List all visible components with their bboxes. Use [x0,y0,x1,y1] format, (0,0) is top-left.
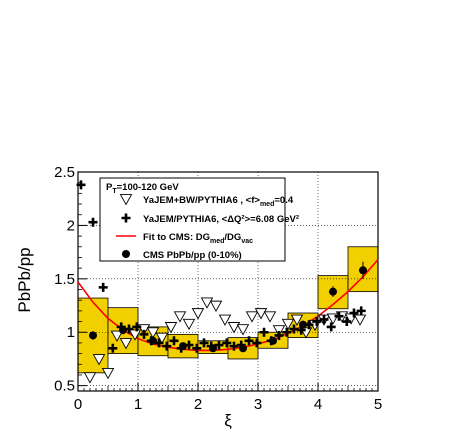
yajem-pythia-point [326,322,336,332]
cms-point [329,287,337,296]
x-tick-label: 4 [314,396,322,413]
legend-marker-plus [121,213,131,223]
y-tick-label: 1 [67,324,75,341]
x-tick-label: 0 [74,396,82,413]
yajem-bw-point [227,322,241,334]
yajem-bw-point [110,330,124,342]
legend: PT=100-120 GeV YaJEM+BW/PYTHIA6 , <f>med… [99,177,299,262]
yajem-pythia-point [192,343,202,353]
yajem-pythia-point [282,327,292,337]
yajem-pythia-point [252,338,262,348]
cms-point [89,331,97,340]
cms-point [269,336,277,345]
y-axis-label: PbPb/pp [15,247,34,312]
yajem-bw-point [263,311,277,323]
yajem-bw-point [191,308,205,320]
yajem-pythia-point [214,340,224,350]
legend-box [99,177,286,262]
yajem-bw-point [83,372,97,384]
yajem-bw-point [155,332,169,345]
x-tick-label: 1 [134,396,142,413]
cms-point [239,344,247,353]
yajem-pythia-point [162,341,172,351]
yajem-bw-point [119,338,133,350]
yajem-bw-point [236,324,250,336]
yajem-pythia-point [244,336,254,346]
yajem-bw-point [218,314,232,326]
legend-label: CMS PbPb/pp (0-10%) [143,250,242,261]
x-tick-label: 5 [374,396,382,413]
yajem-pythia-point [139,329,149,339]
data-points [76,180,367,384]
yajem-pythia-point [349,308,359,318]
yajem-pythia-point [108,343,118,353]
cms-point [359,266,367,275]
yajem-pythia-point [356,306,366,316]
x-tick-label: 2 [194,396,202,413]
y-tick-label: 2 [67,217,75,234]
x-tick-label: 3 [254,396,262,413]
cms-point [299,320,307,329]
yajem-bw-point [128,329,142,341]
legend-header: PT=100-120 GeV [106,182,179,195]
yajem-pythia-point [312,317,322,327]
yajem-pythia-point [342,317,352,327]
yajem-pythia-point [76,180,86,190]
yajem-pythia-point [319,314,329,324]
axis-ticks: 0 1 2 3 4 5 0.5 1 1.5 2 2.5 [54,164,382,413]
yajem-bw-point [272,325,286,337]
yajem-pythia-point [98,282,108,292]
yajem-bw-point [173,311,187,323]
yajem-pythia-point [199,338,209,348]
yajem-bw-point [290,314,304,326]
y-tick-label: 1.5 [54,271,75,288]
yajem-bw-point [254,308,268,320]
yajem-bw-point [200,297,214,309]
legend-label: YaJEM/PYTHIA6, <ΔQ²>=6.08 GeV² [143,214,299,225]
legend-label: Fit to CMS: DGmed/DGvac [143,232,253,245]
cms-point [149,336,157,345]
yajem-bw-point [245,311,259,323]
yajem-pythia-point [88,217,98,227]
cms-point [119,326,127,335]
systematic-bands [77,246,379,374]
yajem-bw-point [164,322,178,334]
yajem-bw-point [92,354,106,366]
yajem-pythia-point [132,322,142,332]
y-tick-label: 2.5 [54,164,75,181]
yajem-bw-point [281,318,295,331]
cms-point [179,342,187,351]
yajem-bw-point [182,318,196,331]
yajem-pythia-point [334,311,344,321]
y-tick-label: 0.5 [54,378,75,395]
yajem-bw-point [101,367,115,380]
yajem-pythia-point [169,336,179,346]
yajem-bw-point [353,314,367,326]
legend-marker-circle [122,250,130,258]
yajem-bw-point [209,300,223,312]
yajem-bw-point [146,327,160,339]
cms-point [209,344,217,353]
yajem-pythia-point [274,330,284,340]
yajem-pythia-point [222,338,232,348]
x-axis-label: ξ [224,411,232,430]
legend-marker-triangle [119,194,133,206]
legend-label: YaJEM+BW/PYTHIA6 , <f>med=0.4 [143,195,294,208]
yajem-pythia-point [259,327,269,337]
